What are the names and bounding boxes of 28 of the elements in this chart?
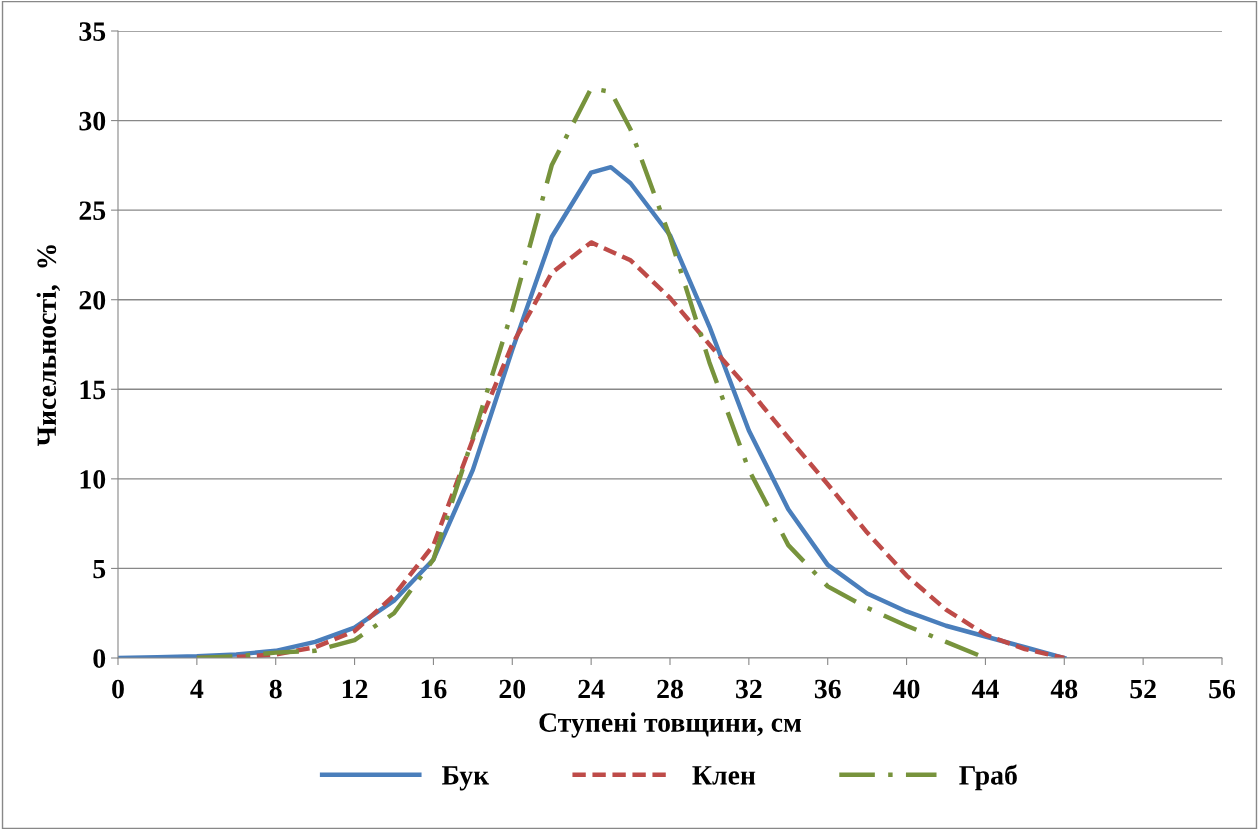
x-tick-label: 56 (1209, 679, 1236, 699)
y-tick-label: 15 (80, 380, 106, 400)
x-tick-label: 36 (814, 679, 841, 699)
y-tick-label: 30 (79, 111, 106, 131)
y-tick-label: 20 (79, 290, 106, 310)
x-tick-label: 4 (190, 679, 204, 699)
y-tick-label: 0 (93, 649, 106, 668)
y-tick-label: 35 (79, 22, 106, 41)
x-tick-label: 52 (1130, 679, 1156, 699)
legend-label: Бук (442, 766, 490, 791)
y-tick-label: 5 (93, 559, 106, 579)
x-tick-label: 28 (657, 679, 683, 699)
x-tick-label: 12 (342, 679, 368, 699)
x-tick-label: 16 (421, 679, 447, 699)
x-tick-label: 44 (971, 679, 999, 699)
y-tick-label: 10 (80, 470, 106, 489)
x-tick-label: 48 (1050, 679, 1078, 699)
x-tick-label: 32 (736, 679, 762, 699)
x-tick-label: 8 (269, 679, 282, 699)
legend-label: Клен (692, 766, 756, 785)
x-axis-title: Ступені товщини, см (539, 712, 802, 738)
x-tick-label: 40 (893, 679, 920, 699)
x-tick-label: 20 (499, 679, 526, 699)
x-tick-label: 0 (112, 679, 124, 699)
y-tick-label: 25 (79, 201, 106, 221)
legend-label: Граб (959, 764, 1017, 791)
x-tick-label: 24 (578, 679, 605, 699)
y-axis-title: Чисельності, % (36, 245, 61, 447)
